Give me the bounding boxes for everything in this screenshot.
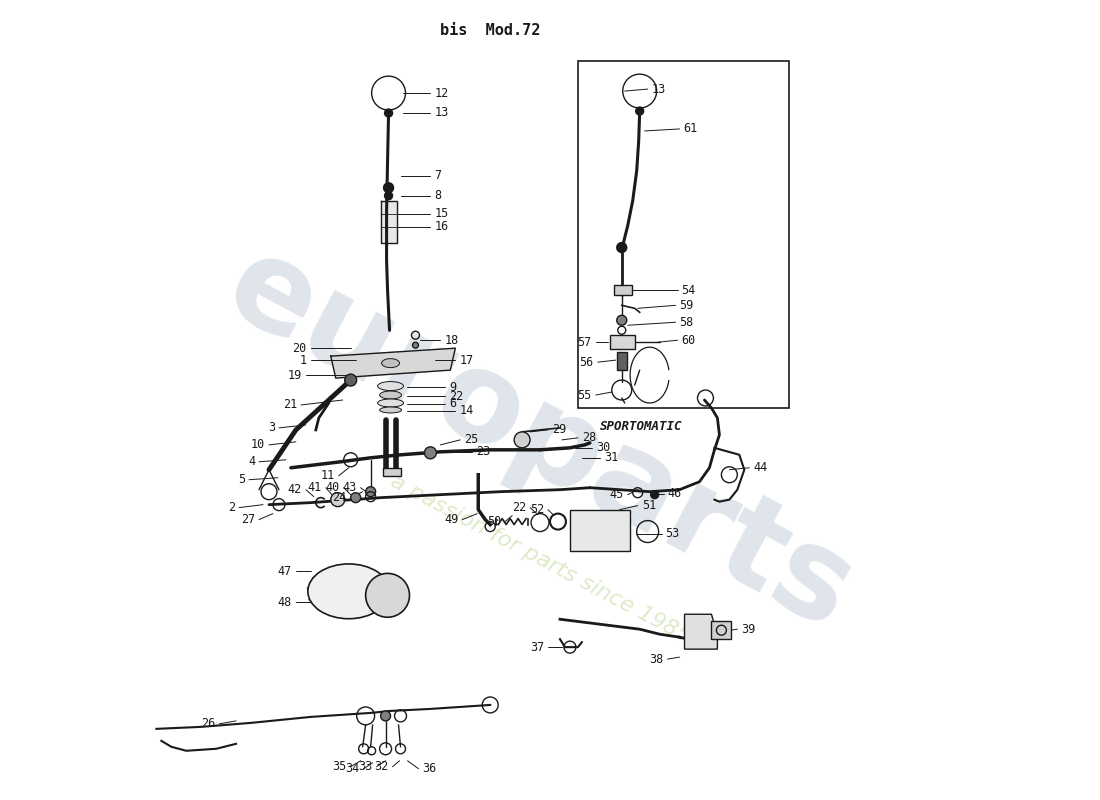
Text: 61: 61 <box>683 122 697 135</box>
Ellipse shape <box>308 564 389 618</box>
Text: 4: 4 <box>248 455 255 468</box>
Text: 16: 16 <box>434 220 449 233</box>
Text: 12: 12 <box>434 86 449 99</box>
Circle shape <box>385 109 393 117</box>
Text: 22: 22 <box>512 501 526 514</box>
Polygon shape <box>684 614 717 649</box>
Text: 3: 3 <box>267 422 275 434</box>
Text: 60: 60 <box>682 334 696 346</box>
Text: europarts: europarts <box>207 224 873 655</box>
Text: 57: 57 <box>578 336 592 349</box>
Text: a passion for parts since 1985: a passion for parts since 1985 <box>387 472 693 647</box>
Text: 15: 15 <box>434 207 449 220</box>
Ellipse shape <box>379 391 401 399</box>
Text: 45: 45 <box>609 488 624 501</box>
Text: 29: 29 <box>552 423 567 436</box>
Text: 25: 25 <box>464 434 478 446</box>
Text: 10: 10 <box>251 438 265 451</box>
Text: 7: 7 <box>434 170 441 182</box>
Ellipse shape <box>382 358 399 368</box>
Text: 13: 13 <box>651 82 666 95</box>
Polygon shape <box>381 201 396 242</box>
Text: 49: 49 <box>444 513 459 526</box>
Text: 39: 39 <box>741 622 756 636</box>
Text: 28: 28 <box>582 431 596 444</box>
Text: 18: 18 <box>444 334 459 346</box>
Text: 11: 11 <box>320 470 334 482</box>
Text: 8: 8 <box>434 190 441 202</box>
Bar <box>617 352 627 370</box>
Text: 54: 54 <box>682 284 696 297</box>
Circle shape <box>365 574 409 618</box>
Circle shape <box>381 711 390 721</box>
Text: 42: 42 <box>287 483 301 496</box>
Text: 37: 37 <box>530 641 544 654</box>
Text: 58: 58 <box>680 316 694 329</box>
Circle shape <box>514 432 530 448</box>
Bar <box>578 61 789 408</box>
Text: bis  Mod.72: bis Mod.72 <box>440 23 540 38</box>
Text: SPORTOMATIC: SPORTOMATIC <box>600 420 682 433</box>
Text: 56: 56 <box>580 356 594 369</box>
Text: 14: 14 <box>460 405 474 418</box>
Circle shape <box>365 486 375 497</box>
Circle shape <box>617 315 627 326</box>
Text: 53: 53 <box>666 527 680 540</box>
Text: 17: 17 <box>460 354 474 366</box>
Ellipse shape <box>377 382 404 390</box>
Circle shape <box>344 374 356 386</box>
Bar <box>712 622 732 639</box>
Text: 35: 35 <box>332 760 346 774</box>
Text: 34: 34 <box>345 762 360 775</box>
Text: 24: 24 <box>332 491 346 504</box>
Text: 13: 13 <box>434 106 449 119</box>
Text: 55: 55 <box>578 389 592 402</box>
Text: 21: 21 <box>283 398 297 411</box>
Ellipse shape <box>379 407 401 413</box>
Circle shape <box>617 242 627 253</box>
Bar <box>614 286 631 295</box>
Bar <box>570 510 629 551</box>
Text: 33: 33 <box>359 760 373 774</box>
Text: 50: 50 <box>487 515 502 528</box>
Text: 51: 51 <box>641 499 656 512</box>
Text: 6: 6 <box>450 398 456 410</box>
Text: 46: 46 <box>668 487 682 500</box>
Text: 30: 30 <box>596 442 611 454</box>
Text: 40: 40 <box>326 481 340 494</box>
Text: 47: 47 <box>277 565 292 578</box>
Text: 38: 38 <box>649 653 663 666</box>
Circle shape <box>385 192 393 200</box>
Circle shape <box>425 447 437 458</box>
Text: 41: 41 <box>308 481 322 494</box>
Text: 31: 31 <box>604 451 618 464</box>
Ellipse shape <box>377 399 404 407</box>
Polygon shape <box>331 348 455 378</box>
Circle shape <box>331 493 344 506</box>
Text: 36: 36 <box>422 762 437 775</box>
Circle shape <box>650 490 659 498</box>
Text: 44: 44 <box>754 462 768 474</box>
Text: 9: 9 <box>450 381 456 394</box>
Circle shape <box>412 342 418 348</box>
Text: 1: 1 <box>299 354 307 366</box>
Text: 2: 2 <box>228 501 235 514</box>
Circle shape <box>384 182 394 193</box>
Bar <box>609 335 635 349</box>
Text: 52: 52 <box>530 503 544 516</box>
Text: 27: 27 <box>241 513 255 526</box>
Text: 22: 22 <box>450 390 463 402</box>
Text: 19: 19 <box>287 369 301 382</box>
Text: 43: 43 <box>342 481 356 494</box>
Text: 26: 26 <box>201 718 216 730</box>
Text: 48: 48 <box>277 596 292 609</box>
Text: 59: 59 <box>680 299 694 312</box>
Circle shape <box>636 107 644 115</box>
Bar <box>383 468 400 476</box>
Text: 23: 23 <box>476 446 491 458</box>
Text: 5: 5 <box>238 474 245 486</box>
Circle shape <box>351 493 361 502</box>
Text: 32: 32 <box>374 760 388 774</box>
Text: 20: 20 <box>293 342 307 354</box>
